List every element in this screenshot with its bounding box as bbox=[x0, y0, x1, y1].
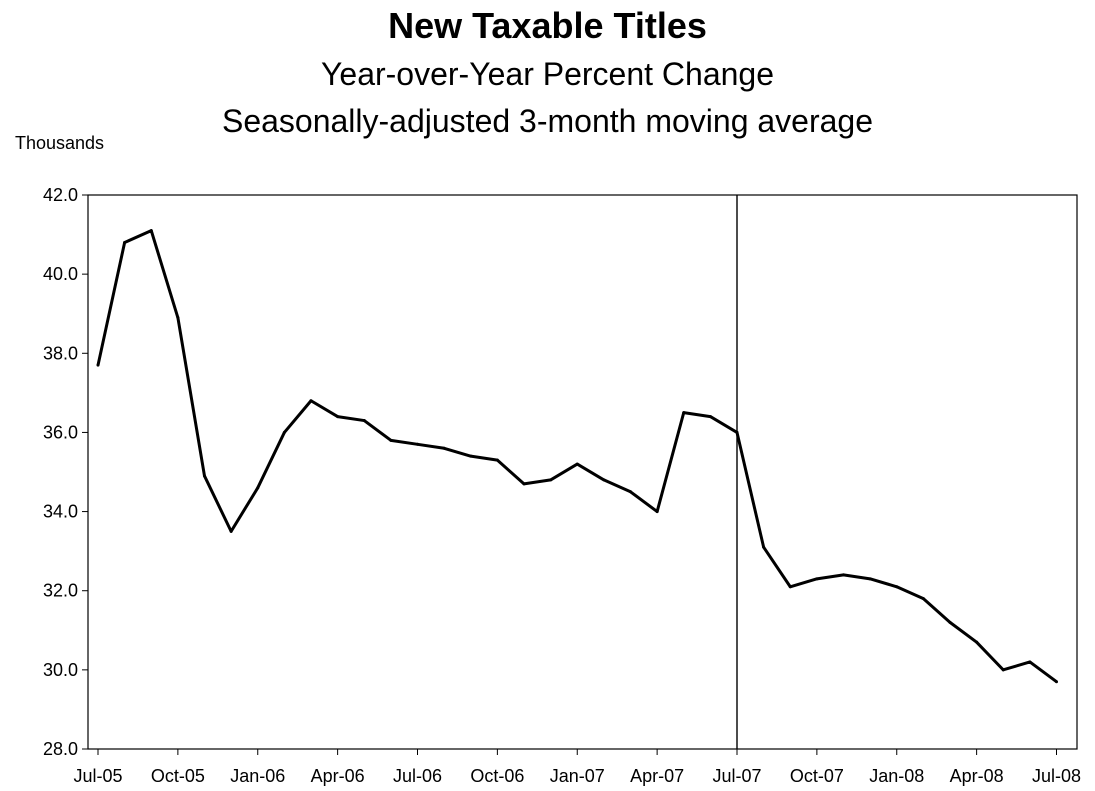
y-tick-label: 38.0 bbox=[43, 343, 78, 363]
data-point bbox=[469, 454, 473, 458]
data-point bbox=[309, 399, 313, 403]
data-point bbox=[629, 490, 632, 494]
data-point bbox=[842, 573, 845, 577]
data-point bbox=[256, 486, 260, 490]
plot-frame bbox=[87, 194, 1078, 750]
data-point bbox=[336, 415, 340, 419]
x-tick-label: Jan-06 bbox=[230, 766, 285, 786]
data-point bbox=[788, 585, 792, 589]
data-point bbox=[96, 363, 100, 367]
data-point bbox=[389, 438, 393, 442]
data-point bbox=[868, 577, 872, 581]
data-point bbox=[1055, 680, 1058, 684]
data-point bbox=[229, 529, 233, 533]
data-point bbox=[708, 415, 712, 419]
data-point bbox=[495, 458, 499, 462]
x-tick-label: Apr-07 bbox=[630, 766, 684, 786]
data-point bbox=[416, 442, 419, 446]
data-point bbox=[575, 462, 579, 466]
data-point bbox=[682, 411, 686, 415]
x-tick-label: Oct-05 bbox=[151, 766, 205, 786]
data-point bbox=[549, 478, 553, 482]
x-tick-label: Jul-07 bbox=[712, 766, 761, 786]
data-point bbox=[735, 430, 739, 434]
x-axis: Jul-05 Oct-05 Jan-06 Apr-06 Jul-06 Oct-06 Jan-… bbox=[73, 749, 1081, 786]
data-point bbox=[895, 585, 899, 589]
y-tick-label: 30.0 bbox=[43, 660, 78, 680]
y-tick-label: 28.0 bbox=[43, 739, 78, 759]
data-point bbox=[203, 474, 206, 478]
x-tick-label: Jul-08 bbox=[1032, 766, 1081, 786]
series-points bbox=[96, 229, 1058, 684]
data-point bbox=[149, 229, 153, 233]
x-tick-label: Apr-06 bbox=[311, 766, 365, 786]
chart-title: New Taxable Titles bbox=[388, 5, 707, 46]
x-tick-label: Jul-05 bbox=[73, 766, 122, 786]
data-point bbox=[655, 510, 659, 514]
y-tick-label: 36.0 bbox=[43, 422, 78, 442]
x-tick-label: Apr-08 bbox=[950, 766, 1004, 786]
x-tick-label: Oct-06 bbox=[470, 766, 524, 786]
y-axis: 28.0 30.0 32.0 34.0 36.0 38.0 40.0 42.0 bbox=[43, 185, 88, 759]
x-tick-label: Jan-07 bbox=[550, 766, 605, 786]
data-point bbox=[1001, 668, 1005, 672]
data-point bbox=[176, 316, 180, 320]
y-tick-label: 32.0 bbox=[43, 581, 78, 601]
y-tick-label: 40.0 bbox=[43, 264, 78, 284]
x-tick-label: Jul-06 bbox=[393, 766, 442, 786]
data-point bbox=[282, 430, 286, 434]
data-point bbox=[123, 240, 127, 244]
chart-subtitle-moving-average: Seasonally-adjusted 3-month moving avera… bbox=[221, 103, 874, 139]
data-point bbox=[975, 640, 979, 644]
y-tick-label: 42.0 bbox=[43, 185, 78, 205]
unit-label: Thousands bbox=[15, 133, 105, 153]
data-point bbox=[1028, 660, 1032, 664]
data-point bbox=[602, 478, 606, 482]
chart-subtitle-yoy: Year-over-Year Percent Change bbox=[320, 56, 775, 92]
data-point bbox=[815, 577, 819, 581]
data-point bbox=[762, 545, 766, 549]
data-point bbox=[921, 597, 925, 601]
data-point bbox=[948, 620, 952, 624]
data-point bbox=[522, 482, 526, 486]
data-point bbox=[442, 446, 446, 450]
series-line bbox=[96, 229, 1058, 683]
x-tick-label: Jan-08 bbox=[869, 766, 924, 786]
y-tick-label: 34.0 bbox=[43, 502, 78, 522]
data-point bbox=[362, 419, 366, 423]
x-tick-label: Oct-07 bbox=[790, 766, 844, 786]
